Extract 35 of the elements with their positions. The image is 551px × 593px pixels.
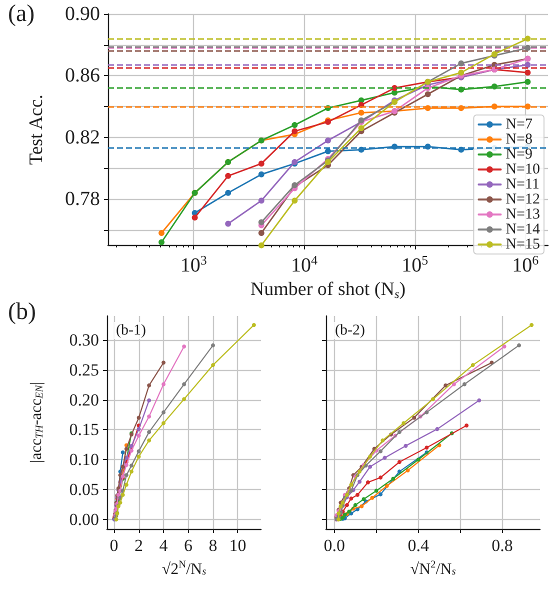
legend-label: N=10 — [506, 162, 540, 178]
x-tick-label: 0.8 — [492, 536, 513, 555]
text: (b) — [8, 299, 36, 325]
text: (a) — [8, 1, 35, 27]
y-axis-title: |accTH-accEN| — [28, 382, 46, 463]
y-tick-label: 0.20 — [69, 390, 99, 410]
legend-label: N=7 — [506, 116, 533, 132]
x-tick-label: 8 — [208, 536, 218, 555]
y-tick-label: 0.00 — [69, 510, 99, 529]
x-tick-label: 0 — [110, 536, 118, 555]
legend-label: N=13 — [506, 206, 540, 222]
annotation: (b-1) — [116, 322, 146, 338]
x-tick-label: 0.4 — [408, 536, 430, 555]
y-tick-label: 0.15 — [69, 420, 99, 440]
legend-label: N=9 — [506, 146, 533, 162]
y-tick-label: 0.86 — [65, 64, 100, 87]
legend-label: N=8 — [506, 132, 533, 148]
annotation: (b-2) — [335, 322, 365, 338]
x-tick-label: 6 — [184, 536, 193, 555]
y-tick-label: 0.82 — [65, 126, 100, 148]
x-tick-label: 0.0 — [324, 536, 346, 555]
y-tick-label: 0.10 — [69, 450, 99, 470]
legend-label: N=12 — [506, 192, 540, 208]
y-tick-label: 0.90 — [65, 3, 100, 25]
legend-label: N=15 — [506, 236, 540, 252]
x-tick-label: 10 — [229, 536, 246, 555]
legend-label: N=11 — [506, 176, 540, 192]
y-tick-label: 0.05 — [69, 480, 99, 500]
y-tick-label: 0.30 — [69, 330, 99, 350]
y-axis-title: Test Acc. — [26, 94, 47, 165]
legend-label: N=14 — [506, 222, 540, 238]
x-tick-label: 2 — [134, 536, 144, 555]
y-tick-label: 0.78 — [65, 188, 100, 210]
y-tick-label: 0.25 — [69, 360, 99, 380]
x-tick-label: 4 — [159, 536, 168, 555]
